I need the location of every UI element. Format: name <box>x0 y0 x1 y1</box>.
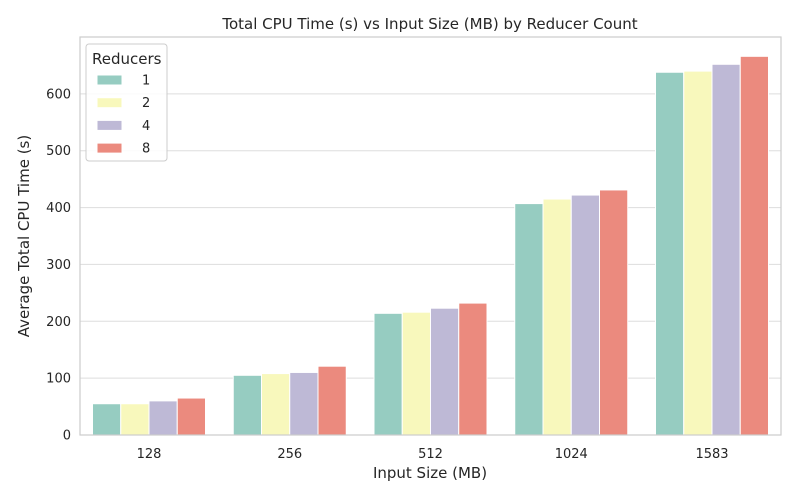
bar-1583-reducers-2 <box>683 70 713 436</box>
legend-swatch-1 <box>96 74 123 86</box>
legend-box <box>85 43 168 162</box>
bar-1583-reducers-4 <box>711 63 741 436</box>
legend-label: 1 <box>142 74 150 89</box>
bar-512-reducers-2 <box>401 311 431 436</box>
legend-title: Reducers <box>92 50 162 68</box>
bar-128-reducers-4 <box>148 400 178 436</box>
y-tick-label: 600 <box>46 87 71 102</box>
y-axis-title: Average Total CPU Time (s) <box>15 135 33 337</box>
legend-swatch-2 <box>96 97 123 109</box>
bar-256-reducers-8 <box>317 365 347 436</box>
x-tick-labels: 128 256 512 1024 1583 <box>137 447 729 462</box>
bar-128-reducers-1 <box>92 403 122 436</box>
x-tick-label: 1583 <box>695 447 728 462</box>
bar-1583-reducers-1 <box>655 71 685 436</box>
legend-swatch-4 <box>96 119 123 131</box>
bar-1024-reducers-1 <box>514 203 544 436</box>
y-tick-label: 300 <box>46 258 71 273</box>
bar-1583-reducers-8 <box>739 55 769 436</box>
legend-label: 8 <box>142 142 150 157</box>
bar-1024-reducers-8 <box>599 189 629 436</box>
bar-512-reducers-8 <box>458 302 488 436</box>
y-tick-label: 100 <box>46 372 71 387</box>
x-tick-label: 1024 <box>555 447 588 462</box>
x-tick-label: 128 <box>137 447 162 462</box>
x-tick-label: 256 <box>277 447 302 462</box>
x-axis-title: Input Size (MB) <box>373 464 487 482</box>
legend-swatch-8 <box>96 142 123 154</box>
bar-128-reducers-2 <box>120 403 150 436</box>
chart-title: Total CPU Time (s) vs Input Size (MB) by… <box>221 15 637 33</box>
bar-1024-reducers-4 <box>570 194 600 436</box>
legend-label: 2 <box>142 96 150 111</box>
bar-128-reducers-8 <box>176 397 206 436</box>
bar-layer <box>92 55 769 436</box>
bar-256-reducers-1 <box>232 374 262 436</box>
legend: Reducers 1 2 4 8 <box>85 43 168 162</box>
y-tick-label: 0 <box>63 429 71 444</box>
y-tick-labels: 0 100 200 300 400 500 600 <box>46 87 71 443</box>
bar-512-reducers-4 <box>430 307 460 436</box>
legend-items: 1 2 4 8 <box>96 74 150 157</box>
y-tick-label: 500 <box>46 144 71 159</box>
y-tick-label: 400 <box>46 201 71 216</box>
legend-label: 4 <box>142 119 150 134</box>
plot-frame <box>79 36 782 436</box>
y-tick-label: 200 <box>46 315 71 330</box>
x-tick-label: 512 <box>418 447 443 462</box>
bar-1024-reducers-2 <box>542 198 572 436</box>
bar-512-reducers-1 <box>373 312 403 436</box>
bar-256-reducers-4 <box>289 371 319 436</box>
bar-256-reducers-2 <box>261 373 291 436</box>
